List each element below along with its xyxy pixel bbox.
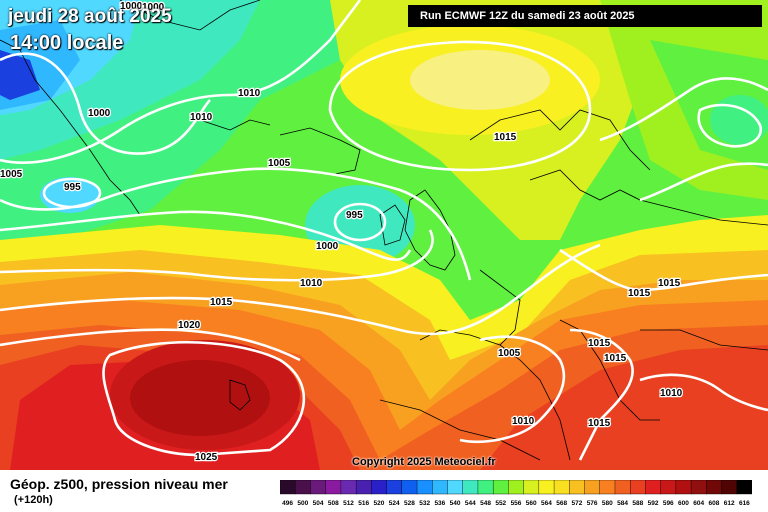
legend-swatch bbox=[629, 480, 646, 495]
isobar-label: 1000 bbox=[88, 108, 111, 119]
isobar-label: 1015 bbox=[604, 353, 627, 364]
copyright: Copyright 2025 Meteociel.fr bbox=[352, 456, 496, 468]
legend-swatch bbox=[310, 480, 327, 495]
legend-swatch bbox=[325, 480, 342, 495]
legend-label: 564 bbox=[541, 500, 552, 507]
legend-swatch bbox=[492, 480, 509, 495]
legend-swatch bbox=[355, 480, 372, 495]
legend-swatch bbox=[584, 480, 601, 495]
color-legend: 496 500 504 508 512 516 520 524 528 532 536 540 544 5… bbox=[280, 480, 752, 507]
isobar-label: 1015 bbox=[494, 132, 517, 143]
geopotential-shading bbox=[0, 0, 768, 470]
isobar-label: 1000 bbox=[316, 241, 339, 252]
isobar-label: 995 bbox=[64, 182, 81, 193]
legend-label: 532 bbox=[419, 500, 430, 507]
legend-swatch bbox=[706, 480, 723, 495]
legend-swatch bbox=[416, 480, 433, 495]
legend-label: 500 bbox=[297, 500, 308, 507]
isobars bbox=[0, 0, 768, 461]
legend-label: 544 bbox=[465, 500, 476, 507]
legend-label: 616 bbox=[739, 500, 750, 507]
coastlines bbox=[0, 0, 768, 461]
forecast-time: 14:00 locale bbox=[10, 32, 124, 54]
legend-swatch bbox=[645, 480, 662, 495]
isobar-label: 1015 bbox=[588, 338, 611, 349]
legend-label: 512 bbox=[343, 500, 354, 507]
legend-swatch bbox=[432, 480, 448, 495]
legend-label: 528 bbox=[404, 500, 415, 507]
legend-swatch bbox=[280, 480, 296, 495]
legend-label: 536 bbox=[434, 500, 445, 507]
legend-label: 608 bbox=[709, 500, 720, 507]
legend-label: 524 bbox=[389, 500, 400, 507]
product-title: Géop. z500, pression niveau mer bbox=[10, 476, 228, 492]
legend-swatch bbox=[721, 480, 738, 495]
legend-label: 540 bbox=[450, 500, 461, 507]
legend-label: 508 bbox=[328, 500, 339, 507]
legend-swatch bbox=[736, 480, 752, 495]
legend-label: 520 bbox=[374, 500, 385, 507]
legend-swatch bbox=[660, 480, 677, 495]
legend-label: 556 bbox=[511, 500, 522, 507]
isobar-label: 1005 bbox=[498, 348, 521, 359]
legend-label: 584 bbox=[617, 500, 628, 507]
legend-swatch bbox=[508, 480, 525, 495]
isobar-label: 1010 bbox=[238, 88, 261, 99]
isobar-label: 1015 bbox=[210, 297, 233, 308]
legend-label: 560 bbox=[526, 500, 537, 507]
isobar-label: 1010 bbox=[660, 388, 683, 399]
isobar-label: 1025 bbox=[195, 452, 218, 463]
forecast-date: jeudi 28 août 2025 bbox=[8, 6, 172, 27]
legend-swatch bbox=[477, 480, 494, 495]
isobar-label: 1010 bbox=[190, 112, 213, 123]
legend-swatch bbox=[401, 480, 418, 495]
legend-swatch bbox=[340, 480, 357, 495]
isobar-labels: 1000 1000 1010 1010 1000 1005 995 1005 9… bbox=[0, 0, 684, 464]
isobar-label: 1000 bbox=[142, 2, 165, 13]
legend-swatch bbox=[371, 480, 388, 495]
legend-label: 612 bbox=[724, 500, 735, 507]
legend-label: 596 bbox=[663, 500, 674, 507]
legend-swatch bbox=[523, 480, 540, 495]
legend-swatch bbox=[295, 480, 311, 495]
legend-swatch bbox=[538, 480, 555, 495]
legend-swatch bbox=[553, 480, 570, 495]
legend-swatch bbox=[569, 480, 586, 495]
legend-label: 576 bbox=[587, 500, 598, 507]
legend-label: 552 bbox=[495, 500, 506, 507]
legend-swatch bbox=[386, 480, 403, 495]
legend-label: 588 bbox=[632, 500, 643, 507]
legend-swatch bbox=[447, 480, 464, 495]
isobar-label: 1020 bbox=[178, 320, 201, 331]
isobar-label: 1010 bbox=[300, 278, 323, 289]
legend-label: 580 bbox=[602, 500, 613, 507]
isobar-label: 995 bbox=[346, 210, 363, 221]
legend-swatch bbox=[690, 480, 707, 495]
legend-label: 516 bbox=[358, 500, 369, 507]
legend-swatch bbox=[462, 480, 479, 495]
footer: Géop. z500, pression niveau mer (+120h) … bbox=[0, 470, 768, 512]
isobar-label: 1005 bbox=[0, 169, 23, 180]
legend-label: 604 bbox=[693, 500, 704, 507]
legend-label: 568 bbox=[556, 500, 567, 507]
legend-swatch bbox=[675, 480, 692, 495]
isobar-label: 1010 bbox=[512, 416, 535, 427]
isobar-label: 1005 bbox=[268, 158, 291, 169]
isobar-label: 1000 bbox=[120, 1, 143, 12]
legend-swatch bbox=[614, 480, 631, 495]
legend-swatch bbox=[599, 480, 616, 495]
legend-label: 496 bbox=[282, 500, 293, 507]
isobar-label: 1015 bbox=[588, 418, 611, 429]
legend-label: 504 bbox=[313, 500, 324, 507]
legend-label: 548 bbox=[480, 500, 491, 507]
isobar-label: 1015 bbox=[658, 278, 681, 289]
forecast-range: (+120h) bbox=[14, 494, 53, 506]
legend-label: 572 bbox=[571, 500, 582, 507]
run-info: Run ECMWF 12Z du samedi 23 août 2025 bbox=[408, 5, 762, 27]
isobar-label: 1015 bbox=[628, 288, 651, 299]
legend-label: 592 bbox=[648, 500, 659, 507]
legend-label: 600 bbox=[678, 500, 689, 507]
weather-map: 1000 1000 1010 1010 1000 1005 995 1005 9… bbox=[0, 0, 768, 470]
